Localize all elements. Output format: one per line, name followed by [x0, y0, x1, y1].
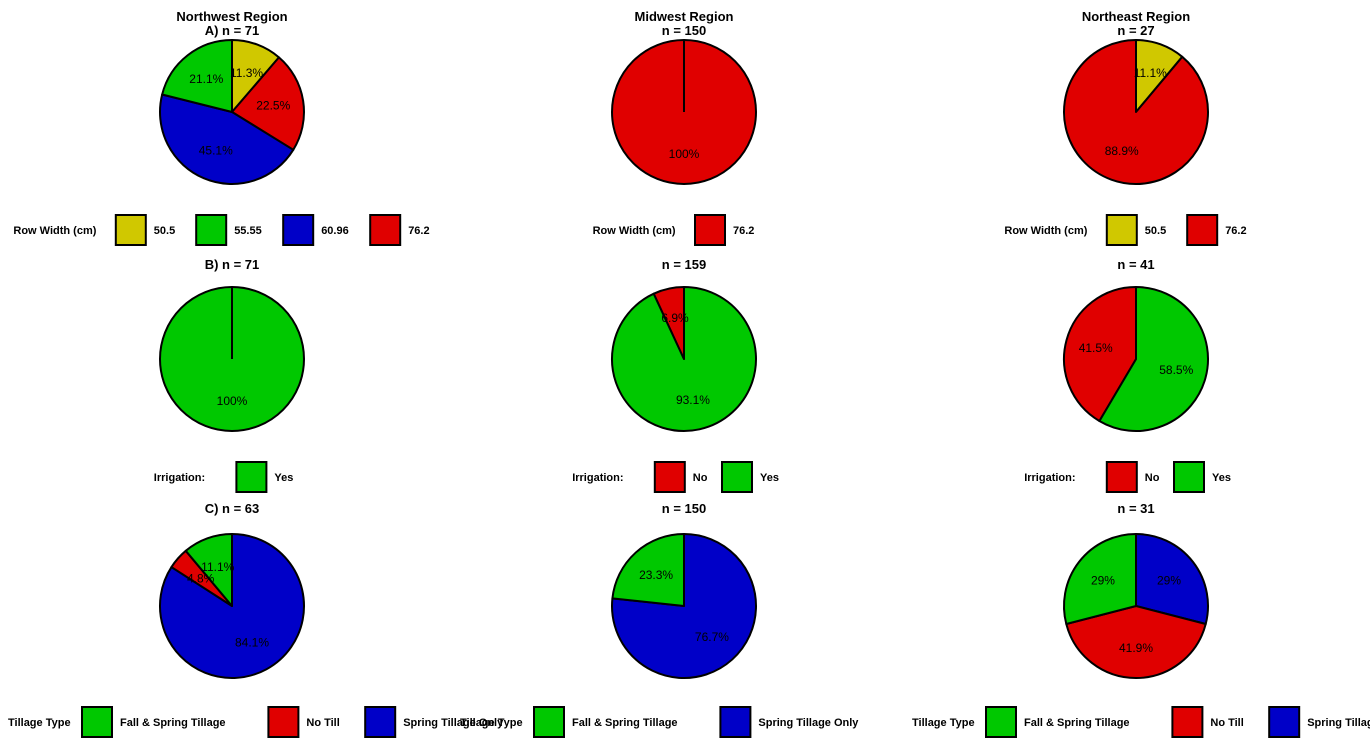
legend-swatch-r2c2-no — [653, 461, 686, 493]
legend-swatch-r3c1-spring-tillage-only — [364, 706, 397, 738]
region-title-northwest: Northwest Region — [176, 9, 287, 24]
pie-label-r2c2-no: 6.9% — [661, 311, 689, 325]
pie-label-r3c2-fall-spring-tillage: 23.3% — [639, 568, 673, 582]
legend-label-r3c1-no-till: No Till — [306, 717, 339, 729]
legend-label-r2c1-yes: Yes — [274, 472, 293, 484]
legend-swatch-r1c1-55-55 — [195, 214, 228, 246]
pie-label-r1c1-50-5: 11.3% — [230, 66, 263, 80]
pie-slice-r1c3-76-2 — [1063, 39, 1209, 185]
pie-slice-r2c3-no — [1063, 286, 1137, 422]
pie-charts-group: A) n = 71 11.3% 22.5% 45.1% 21.1% Row Width (… — [8, 23, 1370, 738]
legend-swatch-r3c1-no-till — [267, 706, 300, 738]
pie-label-r3c1-no-till: 4.8% — [187, 571, 215, 585]
legend-label-r2c2-yes: Yes — [760, 472, 779, 484]
chart-n-label-r2c1: B) n = 71 — [205, 257, 260, 272]
pie-label-r2c2-yes: 93.1% — [676, 393, 710, 407]
legend-label-r2c3-no: No — [1145, 472, 1160, 484]
chart-n-label-r3c2: n = 150 — [662, 501, 706, 516]
legend-swatch-r2c2-yes — [721, 461, 753, 493]
legend-label-r3c2-spring-tillage-only: Spring Tillage Only — [758, 717, 859, 729]
pie-label-r1c3-50-5: 11.1% — [1134, 66, 1167, 80]
pie-slice-r3c3-spring-tillage-only — [1135, 533, 1209, 626]
chart-n-label-r2c3: n = 41 — [1117, 257, 1154, 272]
chart-n-label-r1c3: n = 27 — [1117, 23, 1154, 38]
pie-label-r1c1-60-96: 45.1% — [199, 143, 233, 157]
legend-swatch-r1c1-60-96 — [282, 214, 315, 246]
legend-label-r1c1-60-96: 60.96 — [321, 225, 349, 237]
legend-label-r3c1-fall-spring-tillage: Fall & Spring Tillage — [120, 717, 226, 729]
pie-label-r1c2-76-2: 100% — [669, 147, 700, 161]
chart-n-label-r3c3: n = 31 — [1117, 501, 1154, 516]
pie-label-r3c3-spring-tillage-only: 29% — [1157, 573, 1181, 587]
legend-swatch-r2c3-yes — [1173, 461, 1205, 493]
legend-title-r1c3: Row Width (cm) — [1004, 225, 1087, 237]
pie-label-r1c1-76-2: 22.5% — [256, 99, 290, 113]
pie-label-r2c3-yes: 58.5% — [1159, 363, 1193, 377]
pie-label-r1c3-76-2: 88.9% — [1105, 144, 1139, 158]
legend-swatch-r3c3-fall-spring-tillage — [985, 706, 1017, 738]
legend-label-r2c3-yes: Yes — [1212, 472, 1231, 484]
pie-slice-r3c3-fall-spring-tillage — [1063, 533, 1137, 626]
legend-swatch-r1c3-76-2 — [1186, 214, 1219, 246]
legend-label-r1c2-76-2: 76.2 — [733, 225, 754, 237]
legend-swatch-r3c1-fall-spring-tillage — [81, 706, 113, 738]
chart-n-label-r1c1: A) n = 71 — [205, 23, 260, 38]
pie-label-r3c1-spring-tillage-only: 84.1% — [235, 636, 269, 650]
legend-swatch-r1c2-76-2 — [694, 214, 726, 246]
pie-slice-r3c1-fall-spring-tillage — [184, 533, 233, 607]
legend-swatch-r3c3-spring-tillage-only — [1268, 706, 1301, 738]
pie-label-r2c3-no: 41.5% — [1079, 341, 1113, 355]
legend-label-r3c2-fall-spring-tillage: Fall & Spring Tillage — [572, 717, 678, 729]
legend-swatch-r1c3-50-5 — [1105, 214, 1138, 246]
pie-slice-r1c1-55-55 — [161, 39, 233, 113]
pie-slice-r1c1-60-96 — [159, 93, 295, 185]
pie-label-r1c1-55-55: 21.1% — [189, 72, 223, 86]
legend-label-r1c1-50-5: 50.5 — [154, 225, 175, 237]
pie-slice-r2c3-yes — [1098, 286, 1209, 432]
pie-label-r3c3-no-till: 41.9% — [1119, 641, 1153, 655]
pie-slice-r3c2-fall-spring-tillage — [611, 533, 685, 607]
legend-label-r3c3-fall-spring-tillage: Fall & Spring Tillage — [1024, 717, 1130, 729]
legend-title-r3c3: Tillage Type — [912, 717, 975, 729]
legend-label-r1c3-76-2: 76.2 — [1225, 225, 1246, 237]
pie-label-r3c3-fall-spring-tillage: 29% — [1091, 573, 1115, 587]
pie-label-r3c2-spring-tillage-only: 76.7% — [695, 630, 729, 644]
legend-swatch-r3c3-no-till — [1171, 706, 1204, 738]
region-title-northeast: Northeast Region — [1082, 9, 1190, 24]
legend-title-r1c2: Row Width (cm) — [593, 225, 676, 237]
legend-label-r1c1-55-55: 55.55 — [234, 225, 262, 237]
legend-title-r3c2: Tillage Type — [460, 717, 523, 729]
legend-label-r1c3-50-5: 50.5 — [1145, 225, 1166, 237]
pie-label-r2c1-yes: 100% — [217, 394, 248, 408]
legend-label-r2c2-no: No — [693, 472, 708, 484]
pie-label-r3c1-fall-spring-tillage: 11.1% — [201, 560, 234, 574]
legend-label-r1c1-76-2: 76.2 — [408, 225, 429, 237]
pie-slice-r2c2-no — [652, 286, 685, 360]
legend-swatch-r3c2-spring-tillage-only — [719, 706, 752, 738]
pie-slice-r3c3-no-till — [1065, 605, 1207, 679]
legend-label-r3c3-no-till: No Till — [1210, 717, 1243, 729]
chart-n-label-r1c2: n = 150 — [662, 23, 706, 38]
legend-title-r1c1: Row Width (cm) — [13, 225, 96, 237]
legend-label-r3c3-spring-tillage-only: Spring Tillage Only — [1307, 717, 1370, 729]
legend-title-r2c1: Irrigation: — [154, 472, 205, 484]
legend-swatch-r2c1-yes — [235, 461, 268, 493]
legend-title-r3c1: Tillage Type — [8, 717, 71, 729]
legend-swatch-r2c3-no — [1105, 461, 1138, 493]
legend-swatch-r3c2-fall-spring-tillage — [533, 706, 565, 738]
legend-title-r2c2: Irrigation: — [572, 472, 623, 484]
pie-slice-r1c1-76-2 — [231, 56, 305, 151]
pie-slice-r3c2-spring-tillage-only — [611, 533, 757, 679]
region-title-midwest: Midwest Region — [635, 9, 734, 24]
legend-swatch-r1c1-76-2 — [369, 214, 402, 246]
legend-label-r3c1-spring-tillage-only: Spring Tillage Only — [403, 717, 504, 729]
chart-n-label-r3c1: C) n = 63 — [205, 501, 260, 516]
chart-n-label-r2c2: n = 159 — [662, 257, 706, 272]
legend-swatch-r1c1-50-5 — [114, 214, 147, 246]
legend-title-r2c3: Irrigation: — [1024, 472, 1075, 484]
